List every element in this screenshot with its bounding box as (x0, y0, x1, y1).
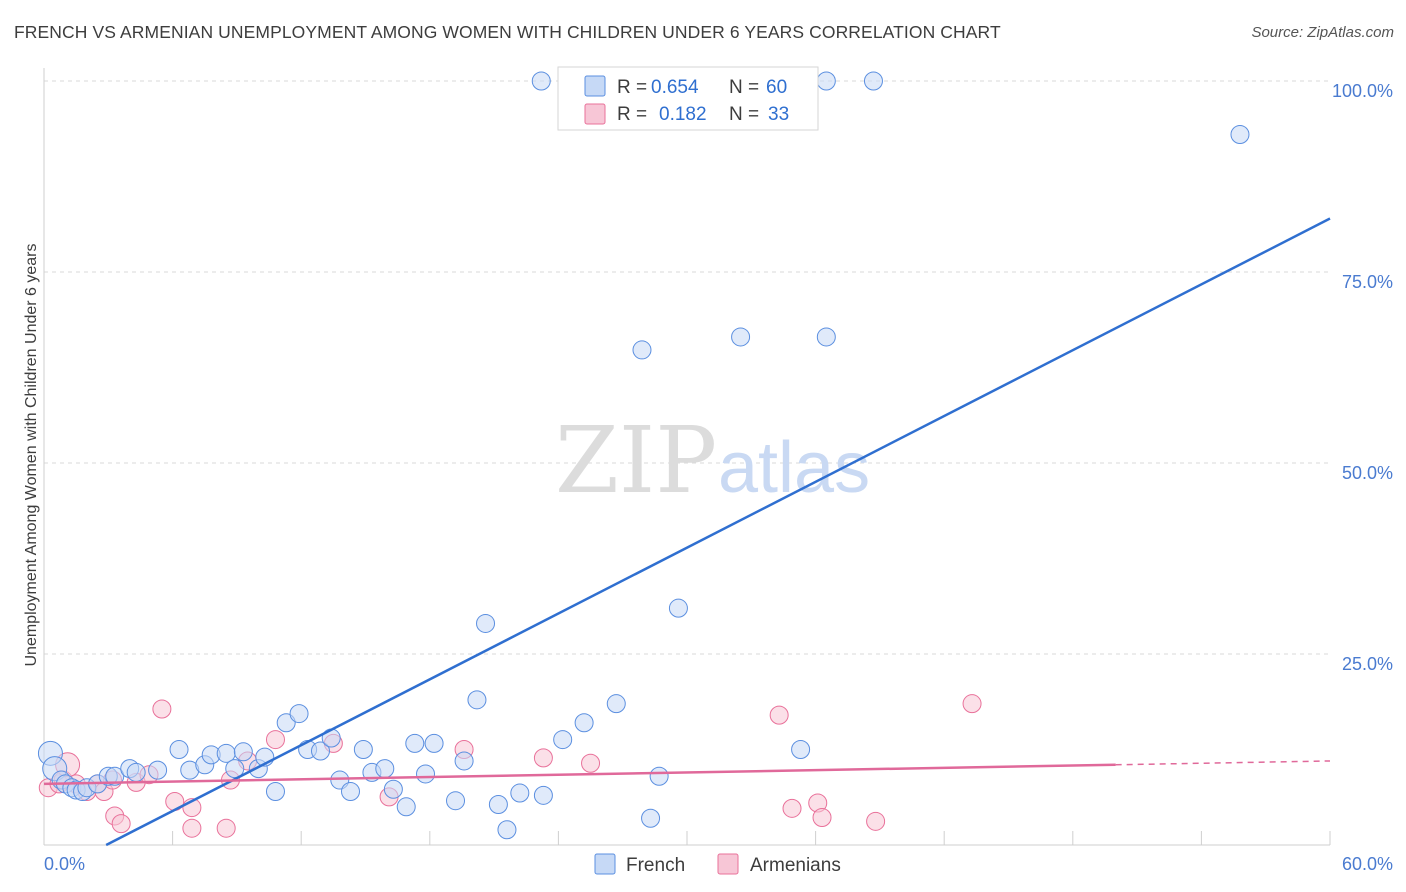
chart-title: FRENCH VS ARMENIAN UNEMPLOYMENT AMONG WO… (14, 22, 1001, 42)
french-trend-line (105, 217, 1331, 847)
armenians-point (182, 818, 202, 838)
french-point (641, 808, 661, 828)
french-point (553, 730, 573, 750)
armenians-legend-swatch (584, 103, 606, 125)
watermark-atlas: atlas (718, 428, 870, 508)
armenians-point (812, 807, 832, 827)
armenians-point (782, 798, 802, 818)
grid-lines (44, 80, 1330, 655)
watermark-zip: ZIP (555, 407, 717, 514)
y-tick-label: 100.0% (1332, 81, 1393, 101)
french-point (424, 733, 444, 753)
armenians-points (38, 694, 982, 838)
french-point (416, 764, 436, 784)
series-legend: French Armenians (594, 853, 841, 876)
french-point (632, 340, 652, 360)
french-point (233, 742, 253, 762)
french-point (476, 613, 496, 633)
y-tick-label: 25.0% (1342, 654, 1393, 674)
french-n-label: N = (729, 77, 759, 98)
armenians-n-value: 33 (768, 104, 789, 125)
french-point (731, 327, 751, 347)
source-label: Source: ZipAtlas.com (1251, 24, 1394, 41)
french-point (649, 766, 669, 786)
trend-lines (43, 217, 1331, 847)
armenians-point (962, 694, 982, 714)
french-point (467, 690, 487, 710)
y-tick-labels: 25.0% 50.0% 75.0% 100.0% (1332, 81, 1393, 674)
french-r-label: R = (617, 77, 647, 98)
french-point (816, 71, 836, 91)
french-point (606, 694, 626, 714)
y-tick-label: 75.0% (1342, 272, 1393, 292)
french-point (353, 740, 373, 759)
armenians-trend-line (43, 763, 1116, 786)
french-point (510, 783, 530, 803)
french-point (340, 782, 360, 802)
french-point (148, 760, 168, 780)
armenians-point (581, 753, 601, 773)
x-tick-label-min: 0.0% (44, 854, 85, 874)
french-r-value: 0.654 (651, 77, 699, 98)
french-point (105, 766, 125, 786)
french-point (126, 762, 146, 782)
french-point (446, 791, 466, 811)
french-point (574, 713, 594, 733)
french-point (816, 327, 836, 347)
french-point (265, 782, 285, 802)
french-point (454, 751, 474, 771)
french-point (668, 598, 688, 618)
y-axis-label: Unemployment Among Women with Children U… (23, 243, 40, 666)
armenians-r-label: R = (617, 104, 647, 125)
french-point (225, 759, 245, 779)
french-point (405, 733, 425, 753)
french-point (375, 759, 395, 779)
french-point (1230, 124, 1250, 144)
armenians-point (111, 814, 131, 834)
armenians-trend-extension (1115, 760, 1331, 766)
french-series-swatch (594, 853, 616, 875)
armenians-point (866, 811, 886, 831)
armenians-n-label: N = (729, 104, 759, 125)
armenians-point (265, 730, 285, 750)
armenians-r-value: 0.182 (659, 104, 707, 125)
french-point (531, 71, 551, 91)
armenians-series-swatch (717, 853, 739, 875)
watermark: ZIP atlas (555, 407, 870, 514)
armenians-series-label: Armenians (750, 855, 841, 876)
french-series-label: French (626, 855, 685, 876)
french-legend-swatch (584, 75, 606, 97)
french-point (863, 71, 883, 91)
french-point (488, 795, 508, 815)
armenians-point (216, 818, 236, 838)
french-point (533, 785, 553, 805)
armenians-point (769, 705, 789, 725)
french-point (289, 704, 309, 724)
x-tick-labels: 0.0% 60.0% (44, 854, 1393, 874)
y-tick-label: 50.0% (1342, 463, 1393, 483)
x-tick-label-max: 60.0% (1342, 854, 1393, 874)
stats-legend: R = 0.654 N = 60 R = 0.182 N = 33 (557, 66, 819, 131)
armenians-point (533, 748, 553, 768)
french-points (37, 71, 1250, 840)
french-point (791, 740, 811, 759)
french-point (169, 740, 189, 759)
french-point (497, 820, 517, 840)
armenians-point (152, 699, 172, 719)
french-n-value: 60 (766, 77, 787, 98)
french-point (276, 713, 296, 733)
axes (43, 68, 1331, 846)
french-point (396, 797, 416, 817)
french-point (383, 779, 403, 799)
french-point (310, 741, 330, 761)
